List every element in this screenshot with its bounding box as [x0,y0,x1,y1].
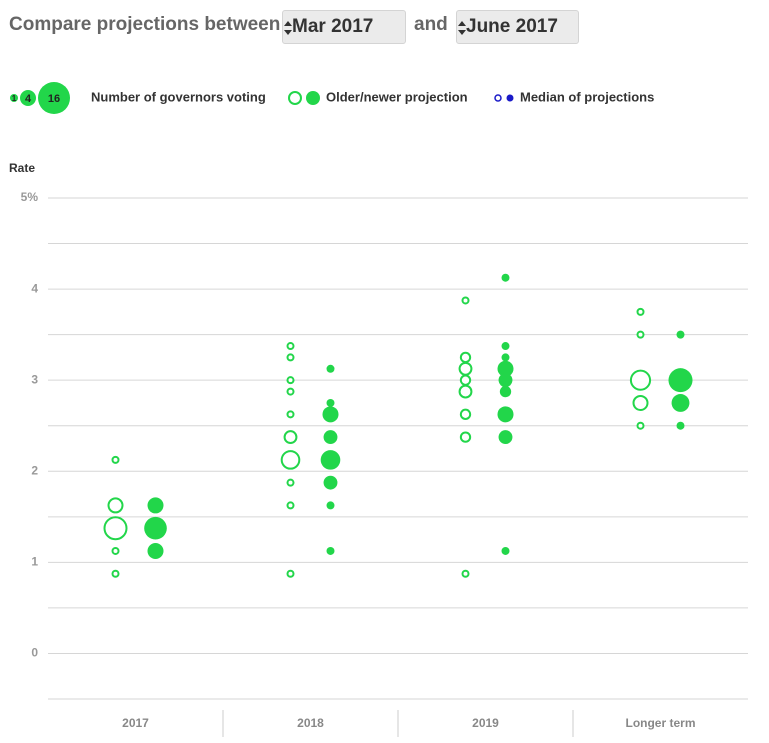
projection-dot [459,374,472,386]
projection-dot [461,296,470,305]
projection-dot [497,406,514,423]
projection-dot [636,421,645,430]
projection-dot [286,478,295,487]
projection-dot [501,273,510,282]
projection-dot [459,408,472,420]
legend-old-dot [288,91,302,105]
projection-dot [326,546,335,555]
projection-dot [323,475,338,490]
projection-dot [497,360,514,377]
legend-size-number: 4 [25,93,32,105]
header-prompt: Compare projections between: [9,14,287,35]
projection-dot [283,430,298,445]
projection-dot [501,546,510,555]
projection-dot [461,569,470,578]
projection-dot [280,450,301,470]
legend-median-old [494,94,502,102]
projection-dot [326,364,335,373]
y-tick-label: 3 [31,372,38,386]
projection-dot [111,546,120,555]
projection-dot [501,342,510,351]
projection-dot [676,421,685,430]
legend-size-dot [10,94,18,102]
projection-dot [326,398,335,407]
projection-dot [499,385,512,398]
x-tick-label: 2019 [472,716,499,730]
legend-new-dot [306,91,320,105]
y-axis-label: Rate [9,161,35,175]
x-tick-label: 2017 [122,716,149,730]
projection-dot [286,501,295,510]
projection-dot [103,516,128,541]
projection-dot [671,394,690,412]
select-arrows [284,21,292,35]
select-text: June 2017 [466,16,558,37]
projection-dot [676,330,685,339]
projection-dot [111,455,120,464]
projection-dot [632,394,649,411]
projection-dot [459,431,472,443]
projection-dot [636,330,645,339]
legend-median-new [506,94,514,102]
y-tick-label: 1 [31,555,38,569]
projection-dot [286,342,295,351]
projection-dot [459,351,472,364]
projection-dot [458,384,473,399]
legend-label: Number of governors voting [91,89,266,104]
legend-label: Median of projections [520,89,654,104]
x-tick-label: 2018 [297,716,324,730]
select-newer[interactable]: June 2017 [456,10,579,44]
y-tick-label: 0 [31,646,38,660]
projection-dot [147,542,164,559]
projection-dot [498,430,513,445]
y-tick-label: 4 [31,281,38,295]
projection-dot [498,373,513,388]
y-tick-label: 2 [31,463,38,477]
legend-size-number: 1 [12,94,17,103]
select-text: Mar 2017 [292,16,374,37]
legend-size-dot [38,82,70,114]
projection-dot [636,307,645,316]
legend-label: Older/newer projection [326,89,468,104]
legend-size-dot [20,90,36,106]
projection-dot [320,450,341,470]
legend-size-number: 16 [48,93,60,105]
projection-dot [326,501,335,510]
projection-dot [458,361,473,376]
projection-dot [286,353,295,362]
projection-dot [323,430,338,445]
projection-dot [668,368,693,393]
projection-dot [147,497,164,514]
projection-dot [322,406,339,423]
projection-dot [286,569,295,578]
projection-dot [111,569,120,578]
x-tick-label: Longer term [625,716,695,730]
projection-dot [286,376,295,385]
y-tick-label: 5% [21,190,39,204]
projection-dot [629,369,652,391]
projection-dot [286,410,295,419]
projection-dot [286,387,295,396]
projection-dot [107,497,124,514]
select-arrows [458,21,466,35]
projection-dot [144,516,167,540]
header-joiner: and [414,14,448,35]
select-older[interactable]: Mar 2017 [282,10,406,44]
projection-dot [501,353,510,362]
